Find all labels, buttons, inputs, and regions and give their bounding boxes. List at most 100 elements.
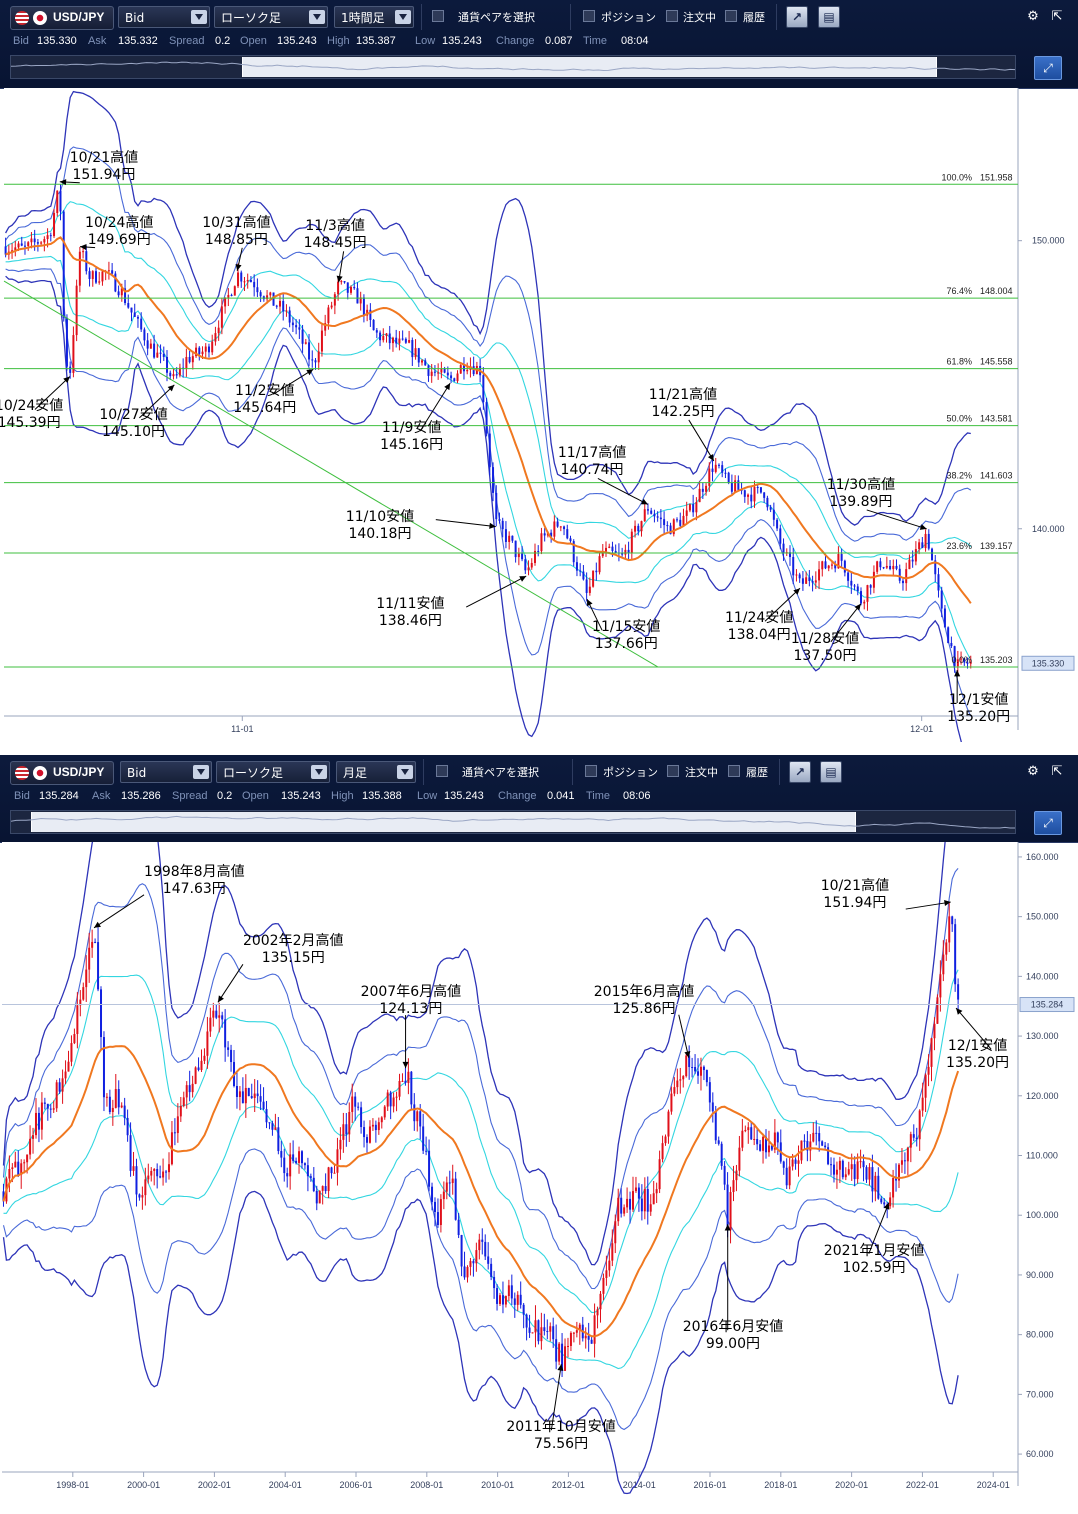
- candle-body: [827, 1147, 830, 1165]
- price-type-select[interactable]: Bid: [120, 761, 212, 783]
- candle-body: [877, 1175, 880, 1199]
- history-checkbox[interactable]: [725, 10, 737, 22]
- candle-body: [735, 1170, 738, 1181]
- candle-body: [314, 360, 317, 363]
- chevron-down-icon[interactable]: [397, 765, 413, 779]
- annotation-title: 2015年6月高値: [593, 983, 695, 1000]
- candle-body: [637, 525, 640, 532]
- chart-type-select[interactable]: ローソク足: [216, 761, 330, 783]
- navigator-line: [11, 61, 1015, 72]
- candle-body: [224, 1019, 227, 1048]
- zoom-fit-button[interactable]: ⤢: [1034, 56, 1062, 80]
- chart-tools-icon[interactable]: ↗: [789, 761, 811, 783]
- chevron-down-icon[interactable]: [309, 10, 325, 24]
- candle-body: [144, 1179, 147, 1196]
- candle-body: [401, 1080, 404, 1082]
- chart-navigator[interactable]: [10, 810, 1016, 834]
- candle-body: [49, 235, 52, 237]
- candle-body: [100, 989, 103, 1038]
- annotation-arrow-line: [688, 419, 715, 462]
- candle-body: [369, 309, 372, 320]
- toolbar-divider: [421, 4, 422, 30]
- candle-body: [363, 1127, 366, 1138]
- currency-pair-button[interactable]: USD/JPY: [10, 6, 114, 30]
- candle-body: [621, 553, 624, 555]
- candle-body: [608, 546, 611, 548]
- band-plus-3sigma: [2, 842, 946, 1266]
- hourly-candlestick-chart[interactable]: 150.000 140.000 11-01 12-01 100.0% 151.958 76.…: [0, 88, 1078, 742]
- chevron-down-icon[interactable]: [395, 10, 411, 24]
- candle-body: [947, 627, 950, 643]
- chart-type-select[interactable]: ローソク足: [214, 6, 328, 28]
- navigator-window[interactable]: [241, 57, 937, 77]
- select-pair-checkbox[interactable]: [436, 765, 448, 777]
- candle-body: [528, 1327, 531, 1333]
- candle-body: [421, 360, 424, 363]
- candle-body: [895, 1178, 898, 1181]
- candle-body: [321, 1186, 324, 1191]
- candle-body: [527, 567, 530, 571]
- low-label: Low: [417, 790, 438, 802]
- chart-tools-icon[interactable]: ↗: [786, 6, 808, 28]
- annotation-title: 11/30高値: [826, 476, 896, 493]
- candle-body: [834, 564, 837, 569]
- candle-body: [425, 1150, 428, 1152]
- timeframe-select[interactable]: 月足: [336, 761, 416, 783]
- candle-body: [918, 542, 921, 550]
- candle-body: [327, 307, 330, 324]
- timeframe-select[interactable]: 1時間足: [334, 6, 414, 28]
- y-tick-label: 60.000: [1026, 1449, 1054, 1459]
- popout-icon[interactable]: ⇱: [1051, 9, 1063, 24]
- select-pair-checkbox[interactable]: [432, 10, 444, 22]
- chart-navigator[interactable]: [10, 55, 1016, 79]
- chart-type-value: ローソク足: [223, 766, 284, 780]
- annotation-arrowhead: [519, 576, 527, 582]
- annotation-arrow-line: [550, 1364, 562, 1431]
- x-tick-label: 2012-01: [552, 1480, 585, 1490]
- history-checkbox[interactable]: [728, 765, 740, 777]
- chevron-down-icon[interactable]: [311, 765, 327, 779]
- annotation-arrowhead: [306, 369, 314, 376]
- candle-body: [750, 1127, 753, 1140]
- candle-body: [366, 309, 369, 316]
- select-pair-label: 通貨ペアを選択: [458, 11, 535, 24]
- candle-body: [53, 213, 56, 237]
- spread-label: Spread: [172, 790, 208, 802]
- candle-body: [759, 487, 762, 493]
- chevron-down-icon[interactable]: [191, 10, 207, 24]
- candle-body: [433, 1201, 436, 1213]
- gear-icon[interactable]: ⚙: [1027, 764, 1039, 779]
- price-type-select[interactable]: Bid: [118, 6, 210, 28]
- window-layout-icon[interactable]: ▤: [818, 6, 840, 28]
- annotation-arrowhead: [684, 1050, 691, 1058]
- candle-body: [785, 1167, 788, 1186]
- position-checkbox[interactable]: [583, 10, 595, 22]
- candle-body: [614, 550, 617, 553]
- candle-body: [832, 1164, 835, 1175]
- candle-body: [892, 565, 895, 570]
- navigator-window[interactable]: [31, 812, 857, 832]
- candle-body: [140, 318, 143, 330]
- popout-icon[interactable]: ⇱: [1051, 764, 1063, 779]
- candle-body: [564, 1346, 567, 1371]
- x-tick-label: 2022-01: [906, 1480, 939, 1490]
- position-checkbox[interactable]: [585, 765, 597, 777]
- orders-checkbox[interactable]: [667, 765, 679, 777]
- annotation-arrowhead: [94, 921, 101, 928]
- chevron-down-icon[interactable]: [193, 765, 209, 779]
- toolbar-divider: [779, 759, 780, 785]
- spread-label: Spread: [169, 35, 205, 47]
- candle-body: [230, 1049, 233, 1063]
- currency-pair-button[interactable]: USD/JPY: [10, 761, 114, 785]
- candle-body: [903, 1160, 906, 1162]
- candle-body: [643, 509, 646, 522]
- monthly-candlestick-chart[interactable]: 160.000 150.000 140.000 130.000 120.000 110.0…: [0, 842, 1078, 1514]
- candle-body: [392, 1097, 395, 1107]
- candle-body: [738, 1147, 741, 1171]
- window-layout-icon[interactable]: ▤: [820, 761, 842, 783]
- gear-icon[interactable]: ⚙: [1027, 9, 1039, 24]
- orders-checkbox[interactable]: [666, 10, 678, 22]
- zoom-fit-button[interactable]: ⤢: [1034, 811, 1062, 835]
- price-annotation: 11/15安値 137.66円: [592, 619, 660, 653]
- candle-body: [88, 947, 91, 970]
